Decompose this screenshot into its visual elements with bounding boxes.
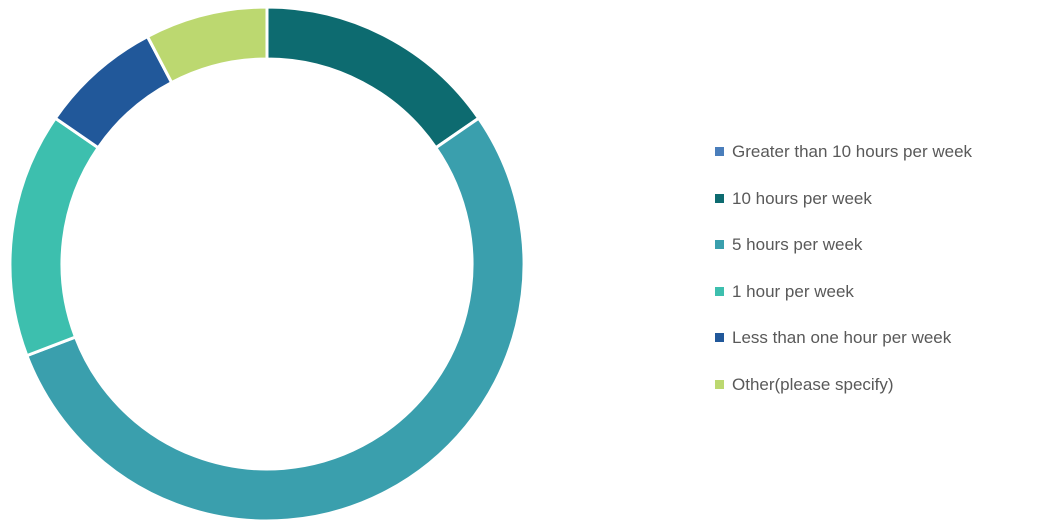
donut-slice-2 [24, 116, 526, 521]
chart-legend: Greater than 10 hours per week 10 hours … [715, 140, 972, 420]
donut-slice-4 [53, 34, 174, 150]
legend-item-greater-than-10-hours: Greater than 10 hours per week [715, 140, 972, 163]
donut-slice-3 [8, 116, 101, 358]
legend-item-other: Other(please specify) [715, 373, 972, 396]
legend-label: 5 hours per week [732, 235, 863, 255]
donut-slice-5 [145, 5, 269, 85]
donut-slices [8, 5, 526, 521]
legend-item-5-hours: 5 hours per week [715, 233, 972, 256]
legend-swatch [715, 193, 724, 203]
legend-label: Less than one hour per week [732, 328, 952, 348]
donut-slice-1 [265, 5, 481, 150]
legend-label: 10 hours per week [732, 188, 872, 208]
legend-swatch [715, 240, 724, 250]
legend-swatch [715, 333, 724, 343]
legend-label: Greater than 10 hours per week [732, 142, 973, 161]
legend-item-less-than-one-hour: Less than one hour per week [715, 326, 972, 349]
legend-swatch [715, 286, 724, 296]
donut-chart [8, 5, 526, 521]
legend-swatch [715, 379, 724, 389]
legend-label: 1 hour per week [732, 281, 854, 301]
legend-label: Other(please specify) [732, 374, 894, 394]
legend-item-1-hour: 1 hour per week [715, 280, 972, 303]
legend-swatch [715, 147, 724, 156]
legend-item-10-hours: 10 hours per week [715, 187, 972, 210]
